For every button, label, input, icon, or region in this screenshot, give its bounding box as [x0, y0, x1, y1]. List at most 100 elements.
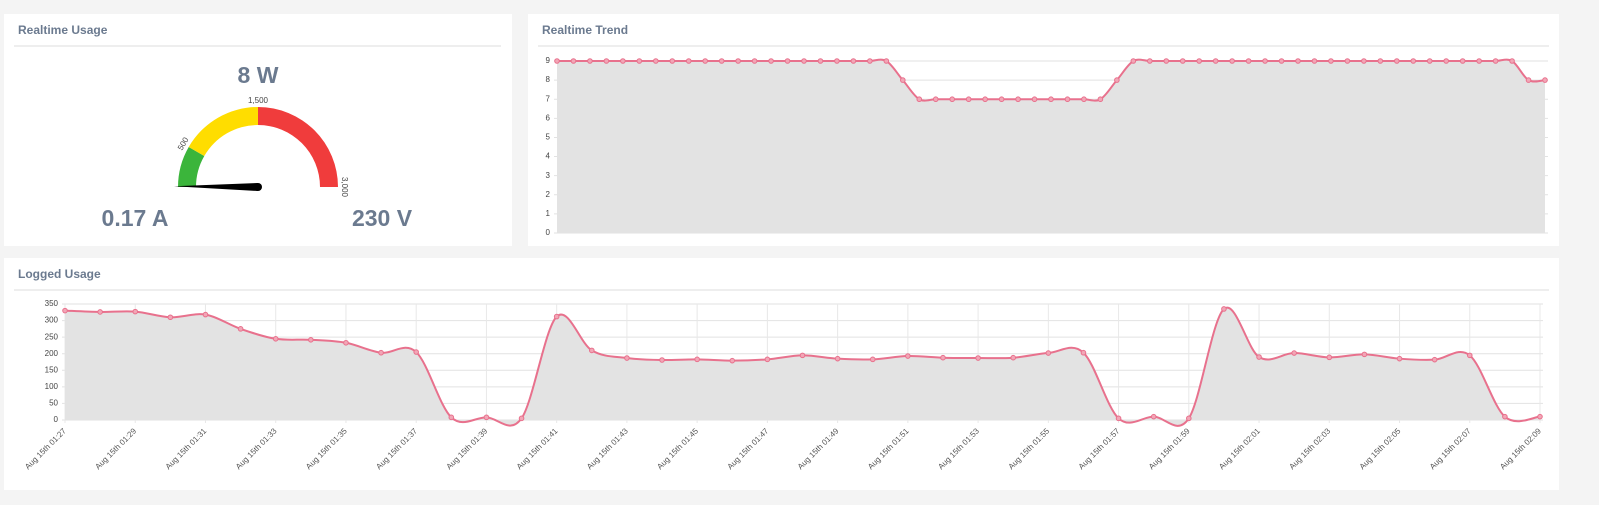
point — [1262, 58, 1268, 64]
point — [729, 357, 736, 364]
point — [1311, 58, 1318, 64]
point — [867, 58, 873, 64]
point — [834, 355, 841, 362]
point — [1081, 96, 1087, 103]
point — [1295, 58, 1301, 64]
y-tick-label: 350 — [45, 299, 59, 308]
point — [653, 58, 659, 64]
panel-title: Logged Usage — [18, 267, 101, 281]
point — [1328, 58, 1334, 64]
point — [883, 58, 890, 64]
point — [1443, 58, 1449, 64]
y-tick-label: 2 — [546, 190, 551, 199]
point — [636, 58, 643, 64]
point — [1064, 96, 1071, 103]
point — [1115, 415, 1122, 422]
point — [1031, 96, 1038, 103]
panel — [4, 14, 512, 246]
point — [1291, 350, 1297, 356]
point — [718, 58, 725, 64]
point — [801, 58, 807, 64]
point — [982, 96, 988, 103]
point — [570, 58, 577, 64]
point — [1361, 58, 1367, 64]
point — [554, 58, 560, 64]
point — [1344, 58, 1351, 64]
point — [1492, 58, 1499, 64]
y-tick-label: 0 — [546, 228, 551, 237]
y-tick-label: 6 — [546, 113, 551, 122]
point — [998, 96, 1005, 103]
point — [448, 414, 455, 421]
point — [1010, 354, 1017, 361]
voltage: 230 V — [352, 205, 413, 231]
point — [518, 415, 525, 422]
gauge-band — [178, 147, 205, 187]
point — [1466, 352, 1473, 359]
point — [900, 77, 906, 83]
point — [1163, 58, 1170, 64]
point — [378, 349, 384, 356]
point — [1150, 413, 1157, 420]
point — [1361, 351, 1368, 358]
point — [694, 356, 700, 363]
point — [735, 58, 741, 64]
point — [1114, 77, 1120, 83]
gauge-tick-label: 1,500 — [248, 96, 269, 105]
y-tick-label: 8 — [546, 75, 551, 84]
point — [768, 58, 774, 64]
panel-title: Realtime Usage — [18, 23, 108, 37]
point — [834, 58, 840, 64]
gauge-band — [188, 107, 258, 156]
point — [1196, 58, 1202, 64]
point — [940, 354, 946, 361]
point — [702, 58, 709, 64]
point — [659, 357, 665, 363]
point — [1179, 58, 1186, 64]
point — [1245, 58, 1252, 64]
y-tick-label: 4 — [546, 152, 551, 161]
point — [413, 349, 419, 355]
point — [1048, 96, 1054, 103]
point — [1147, 58, 1153, 64]
point — [1431, 356, 1438, 363]
point — [869, 356, 876, 363]
point — [1212, 58, 1219, 64]
point — [949, 96, 956, 103]
point — [916, 96, 923, 103]
y-tick-label: 300 — [45, 316, 59, 325]
point — [784, 58, 791, 64]
y-tick-label: 150 — [45, 365, 59, 374]
point — [1045, 350, 1052, 356]
point — [1537, 413, 1543, 420]
point — [1542, 77, 1548, 83]
point — [669, 58, 676, 64]
point — [202, 311, 209, 318]
point — [932, 96, 939, 103]
point — [1502, 413, 1508, 420]
point — [1459, 58, 1466, 64]
point — [764, 356, 771, 363]
area — [557, 59, 1545, 233]
point — [1410, 58, 1417, 64]
point — [132, 308, 139, 315]
point — [1426, 58, 1433, 64]
point — [1015, 96, 1021, 103]
point — [817, 58, 824, 64]
gauge-tick-label: 3,000 — [340, 177, 349, 198]
point — [1326, 354, 1333, 361]
needle-hub — [254, 183, 262, 191]
point — [1080, 349, 1087, 356]
panel-title: Realtime Trend — [542, 23, 628, 37]
point — [1186, 415, 1192, 422]
point — [343, 339, 349, 346]
point — [799, 352, 806, 359]
point — [1396, 355, 1403, 362]
point — [1509, 58, 1515, 64]
point — [965, 96, 972, 103]
point — [1394, 58, 1400, 64]
point — [1278, 58, 1285, 64]
gauge-band — [258, 107, 338, 187]
point — [1525, 77, 1532, 83]
